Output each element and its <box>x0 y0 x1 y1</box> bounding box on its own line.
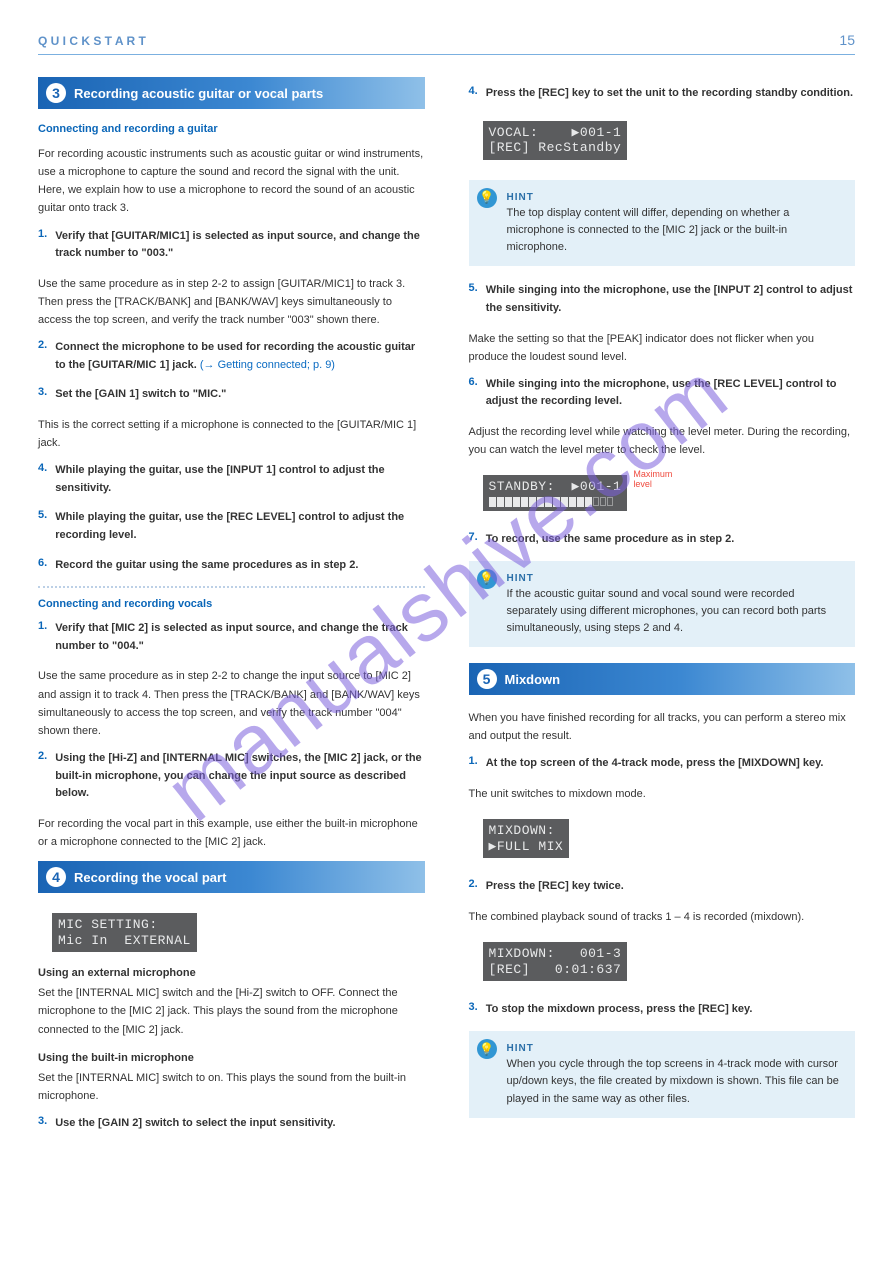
g-step3: 3.Set the [GAIN 1] switch to "MIC." <box>38 386 425 404</box>
hint-label: HINT <box>507 190 844 206</box>
bulb-icon: 💡 <box>477 1039 497 1059</box>
m-step1: 1.At the top screen of the 4-track mode,… <box>469 755 856 773</box>
g-step1: 1.Verify that [GUITAR/MIC1] is selected … <box>38 228 425 263</box>
hint3-text: When you cycle through the top screens i… <box>507 1056 844 1107</box>
r-step5: 5.While singing into the microphone, use… <box>469 282 856 317</box>
step3-number-icon: 3 <box>46 83 66 103</box>
g-step1-body: Use the same procedure as in step 2-2 to… <box>38 275 425 329</box>
g-step4: 4.While playing the guitar, use the [INP… <box>38 462 425 497</box>
r-step6: 6.While singing into the microphone, use… <box>469 376 856 411</box>
bulb-icon: 💡 <box>477 569 497 589</box>
r-step4: 4.Press the [REC] key to set the unit to… <box>469 85 856 103</box>
page-header: Q U I C K S T A R T 15 <box>38 30 855 55</box>
m-step1-body: The unit switches to mixdown mode. <box>469 785 856 803</box>
lcd-mixdown-1: MIXDOWN: ▶FULL MIX <box>483 819 570 858</box>
ext-mic-title: Using an external microphone <box>38 964 425 982</box>
vocal-subhead: Connecting and recording vocals <box>38 586 425 610</box>
g-step6: 6.Record the guitar using the same proce… <box>38 557 425 575</box>
hint2-text: If the acoustic guitar sound and vocal s… <box>507 586 844 637</box>
lcd-mixdown-2: MIXDOWN: 001-3 [REC] 0:01:637 <box>483 942 628 981</box>
step5-number-icon: 5 <box>477 669 497 689</box>
hint-label: HINT <box>507 571 844 587</box>
r-step6-body: Adjust the recording level while watchin… <box>469 423 856 459</box>
hint1-text: The top display content will differ, dep… <box>507 205 844 256</box>
lcd-mic-setting: MIC SETTING: Mic In EXTERNAL <box>52 913 197 952</box>
header-title: Q U I C K S T A R T <box>38 34 146 48</box>
page-number: 15 <box>839 32 855 48</box>
v-step2: 2.Using the [Hi-Z] and [INTERNAL MIC] sw… <box>38 750 425 803</box>
g-step2: 2.Connect the microphone to be used for … <box>38 339 425 374</box>
g-step3-body: This is the correct setting if a microph… <box>38 416 425 452</box>
v-step3: 3.Use the [GAIN 2] switch to select the … <box>38 1115 425 1133</box>
v-step2-body: For recording the vocal part in this exa… <box>38 815 425 851</box>
m-step3: 3.To stop the mixdown process, press the… <box>469 1001 856 1019</box>
hint-box-2: 💡 HINT If the acoustic guitar sound and … <box>469 561 856 648</box>
v-step1: 1.Verify that [MIC 2] is selected as inp… <box>38 620 425 655</box>
m-step2-body: The combined playback sound of tracks 1 … <box>469 908 856 926</box>
right-column: 4.Press the [REC] key to set the unit to… <box>469 77 856 1145</box>
guitar-intro: For recording acoustic instruments such … <box>38 145 425 218</box>
hint-label: HINT <box>507 1041 844 1057</box>
step5-title: Mixdown <box>505 672 561 687</box>
max-level-callout: Maximum level <box>633 469 672 489</box>
v-step1-body: Use the same procedure as in step 2-2 to… <box>38 667 425 740</box>
step4-title: Recording the vocal part <box>74 870 226 885</box>
two-column-layout: 3 Recording acoustic guitar or vocal par… <box>38 77 855 1145</box>
step3-title: Recording acoustic guitar or vocal parts <box>74 86 323 101</box>
down-arrow-icon <box>164 921 174 928</box>
r-step7: 7.To record, use the same procedure as i… <box>469 531 856 549</box>
hint-box-1: 💡 HINT The top display content will diff… <box>469 180 856 267</box>
g-step5: 5.While playing the guitar, use the [REC… <box>38 509 425 544</box>
step4-number-icon: 4 <box>46 867 66 887</box>
int-mic-title: Using the built-in microphone <box>38 1049 425 1067</box>
ext-mic-body: Set the [INTERNAL MIC] switch and the [H… <box>38 984 425 1038</box>
lcd-level-meter: STANDBY: ▶001-1 <box>483 475 628 511</box>
left-column: 3 Recording acoustic guitar or vocal par… <box>38 77 425 1145</box>
step5-bar: 5 Mixdown <box>469 663 856 695</box>
step4-bar: 4 Recording the vocal part <box>38 861 425 893</box>
mixdown-intro: When you have finished recording for all… <box>469 709 856 745</box>
hint-box-3: 💡 HINT When you cycle through the top sc… <box>469 1031 856 1118</box>
lcd-vocal-standby: VOCAL: ▶001-1 [REC] RecStandby <box>483 121 628 160</box>
r-step5-body: Make the setting so that the [PEAK] indi… <box>469 330 856 366</box>
step3-bar: 3 Recording acoustic guitar or vocal par… <box>38 77 425 109</box>
guitar-subhead: Connecting and recording a guitar <box>38 123 425 135</box>
bulb-icon: 💡 <box>477 188 497 208</box>
int-mic-body: Set the [INTERNAL MIC] switch to on. Thi… <box>38 1069 425 1105</box>
m-step2: 2.Press the [REC] key twice. <box>469 878 856 896</box>
